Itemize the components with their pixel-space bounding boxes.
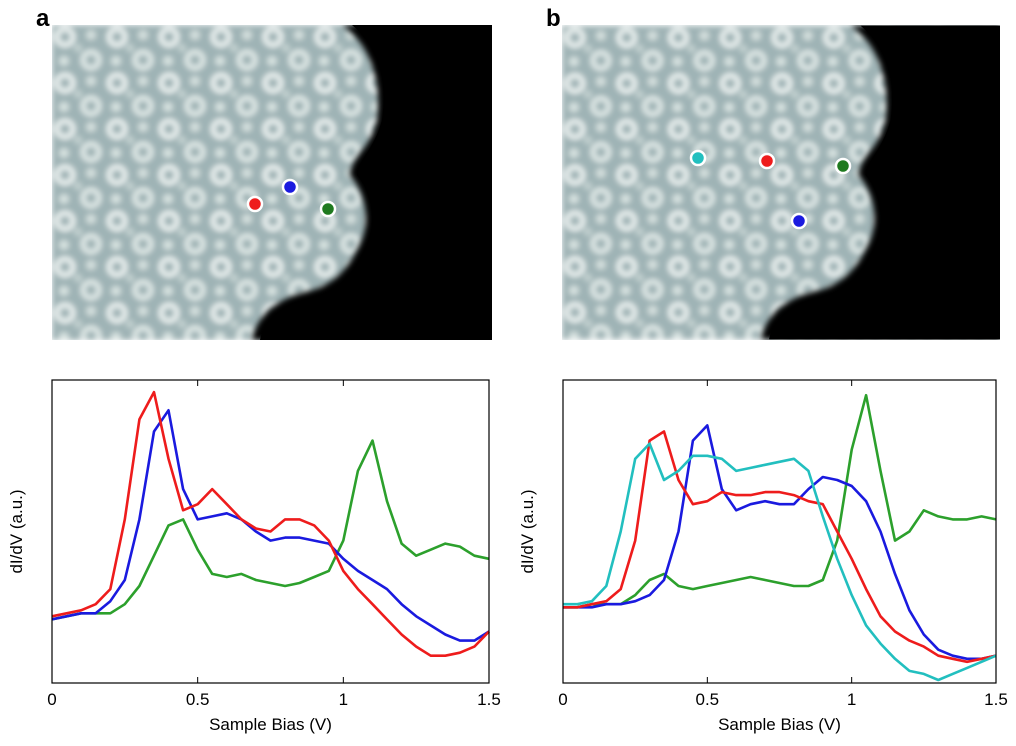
stm-image-a (52, 25, 492, 340)
plot-frame (562, 379, 997, 684)
x-tick-label: 0 (558, 690, 567, 709)
data-line (51, 439, 490, 621)
x-tick-label: 1 (339, 690, 348, 709)
probe-dot (246, 195, 264, 213)
x-tick-label: 0.5 (696, 690, 720, 709)
data-line (563, 442, 997, 682)
x-tick-label: 1.5 (477, 690, 501, 709)
data-line (563, 393, 997, 609)
probe-dot (689, 149, 707, 167)
x-axis-label: Sample Bias (V) (209, 715, 332, 734)
panel-label: a (36, 5, 50, 32)
x-tick-label: 1.5 (984, 690, 1008, 709)
probe-dot (834, 157, 852, 175)
plot-frame (51, 379, 490, 684)
probe-dot (758, 152, 776, 170)
stm-image-b (562, 26, 1000, 340)
probe-dot (319, 200, 337, 218)
data-line (563, 424, 997, 661)
x-tick-label: 1 (847, 690, 856, 709)
y-axis-label: dI/dV (a.u.) (7, 489, 26, 573)
data-line (51, 409, 490, 642)
probe-dot (281, 178, 299, 196)
x-tick-label: 0 (47, 690, 56, 709)
x-axis-label: Sample Bias (V) (718, 715, 841, 734)
data-line (51, 390, 490, 657)
y-axis-label: dI/dV (a.u.) (518, 489, 537, 573)
x-tick-label: 0.5 (186, 690, 210, 709)
probe-dot (790, 212, 808, 230)
panel-label: b (546, 5, 561, 32)
data-line (563, 430, 997, 664)
